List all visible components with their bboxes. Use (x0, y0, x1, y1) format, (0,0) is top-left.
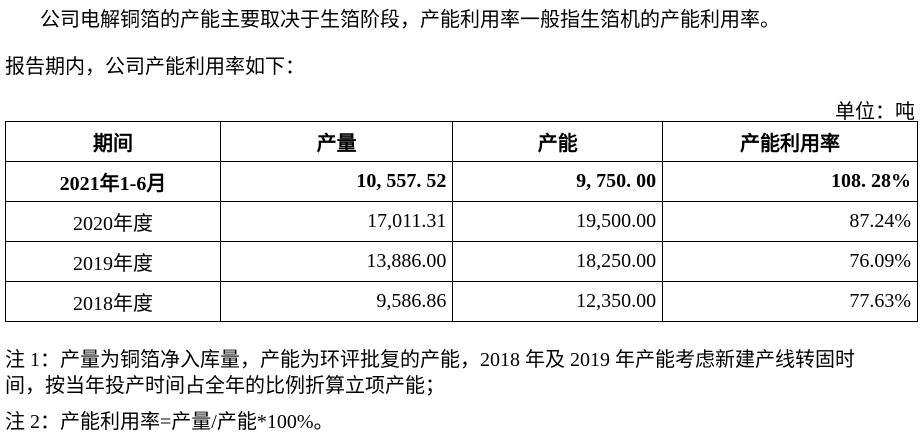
table-cell: 19,500.00 (452, 201, 664, 242)
table-cell: 2018年度 (5, 281, 221, 322)
table-cell: 77.63% (662, 281, 918, 322)
paragraph: 报告期内，公司产能利用率如下： (5, 56, 305, 78)
unit-label: 单位：吨 (835, 101, 915, 123)
table-cell: 10, 557. 52 (219, 161, 454, 202)
header-cell: 产能 (452, 121, 664, 162)
note: 间，按当年投产时间占全年的比例折算立项产能； (5, 375, 445, 397)
table-cell: 2019年度 (5, 241, 221, 282)
table-cell: 2021年1-6月 (5, 161, 221, 202)
table-cell: 87.24% (662, 201, 918, 242)
header-cell: 期间 (5, 121, 221, 162)
note: 注 2：产能利用率=产量/产能*100%。 (5, 411, 334, 433)
table-cell: 2020年度 (5, 201, 221, 242)
table-cell: 12,350.00 (452, 281, 664, 322)
header-cell: 产量 (219, 121, 454, 162)
table-row: 2018年度 9,586.86 12,350.00 77.63% (5, 281, 918, 322)
table-row: 2021年1-6月 10, 557. 52 9, 750. 00 108. 28% (5, 161, 918, 202)
header-cell: 产能利用率 (662, 121, 918, 162)
table-cell: 18,250.00 (452, 241, 664, 282)
table-cell: 17,011.31 (219, 201, 454, 242)
header-row: 期间 产量 产能 产能利用率 (5, 121, 918, 162)
table-cell: 76.09% (662, 241, 918, 282)
table-cell: 13,886.00 (219, 241, 454, 282)
note: 注 1：产量为铜箔净入库量，产能为环评批复的产能，2018 年及 2019 年产… (5, 349, 855, 371)
table-row: 2020年度 17,011.31 19,500.00 87.24% (5, 201, 918, 242)
data-table: 期间 产量 产能 产能利用率 2021年1-6月 10, 557. 52 9, 750. … (5, 121, 918, 322)
table-cell: 9, 750. 00 (452, 161, 664, 202)
table-row: 2019年度 13,886.00 18,250.00 76.09% (5, 241, 918, 282)
table-cell: 9,586.86 (219, 281, 454, 322)
paragraph: 公司电解铜箔的产能主要取决于生箔阶段，产能利用率一般指生箔机的产能利用率。 (40, 9, 780, 31)
table-cell: 108. 28% (662, 161, 918, 202)
